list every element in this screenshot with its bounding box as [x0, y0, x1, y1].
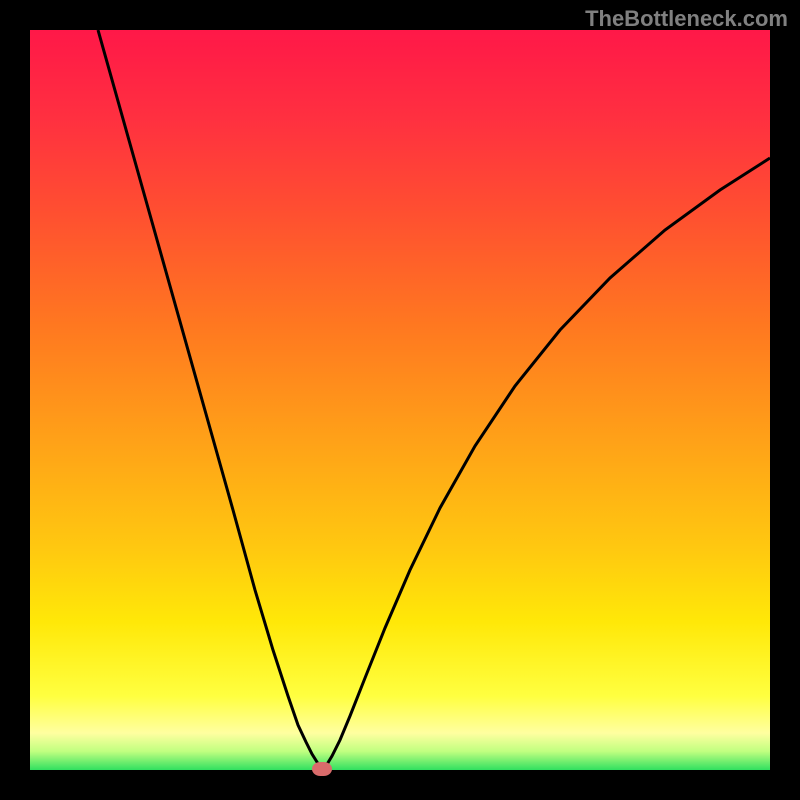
curve-layer [30, 30, 770, 770]
chart-container: TheBottleneck.com [0, 0, 800, 800]
curve-left [98, 30, 322, 770]
minimum-marker [312, 762, 332, 776]
watermark-text: TheBottleneck.com [585, 6, 788, 32]
curve-right [322, 158, 770, 770]
